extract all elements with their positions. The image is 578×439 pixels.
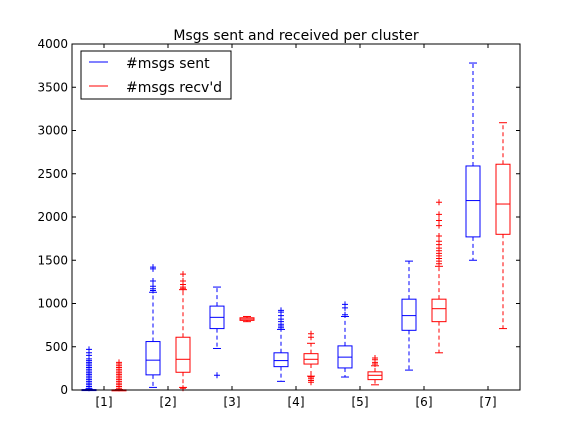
y-tick-label: 1000 [37, 297, 68, 311]
sent-box [465, 165, 481, 238]
recv-box [495, 163, 511, 235]
recv-flier [308, 330, 314, 337]
legend-recv-label: #msgs recv'd [126, 80, 222, 96]
sent-box-group [337, 301, 353, 378]
x-tick-label: [3] [224, 395, 241, 409]
axis-ticks: 0 500 1000 1500 2000 2500 3000 3500 4000 [1] [2] [3… [37, 37, 520, 409]
y-tick-label: 0 [60, 383, 68, 397]
recv-flier [436, 233, 442, 240]
sent-box [401, 298, 417, 331]
x-tick-label: [7] [480, 395, 497, 409]
y-tick-label: 3500 [37, 80, 68, 94]
y-tick-label: 4000 [37, 37, 68, 51]
recv-box-group [303, 330, 319, 386]
recv-box-group [431, 199, 447, 354]
legend-frame [80, 50, 232, 100]
recv-box-group [367, 354, 383, 386]
x-tick-label: [1] [96, 395, 113, 409]
recv-flier [180, 278, 186, 285]
y-tick-label: 2500 [37, 167, 68, 181]
y-tick-label: 1500 [37, 253, 68, 267]
recv-flier [436, 211, 442, 218]
sent-box [273, 352, 289, 368]
x-tick-label: [4] [288, 395, 305, 409]
recv-box-group [175, 271, 191, 392]
recv-flier [436, 199, 442, 206]
legend: #msgs sent #msgs recv'd [80, 50, 232, 100]
x-tick-label: [6] [416, 395, 433, 409]
recv-box [175, 336, 191, 373]
x-tick-label: [5] [352, 395, 369, 409]
sent-box-group [209, 286, 225, 379]
x-tick-label: [2] [160, 395, 177, 409]
y-tick-label: 2000 [37, 210, 68, 224]
sent-box-group [273, 307, 289, 382]
y-tick-label: 500 [45, 340, 68, 354]
chart-title: Msgs sent and received per cluster [173, 28, 419, 44]
sent-flier [86, 346, 92, 353]
sent-box-group [465, 62, 481, 261]
sent-box-group [81, 346, 97, 392]
sent-flier [150, 283, 156, 290]
recv-flier [436, 238, 442, 245]
sent-flier [342, 301, 348, 308]
sent-flier [150, 278, 156, 285]
y-tick-label: 3000 [37, 124, 68, 138]
recv-flier [116, 359, 122, 366]
recv-box-group [495, 122, 511, 330]
recv-flier [372, 354, 378, 361]
sent-box [145, 341, 161, 376]
recv-flier [436, 222, 442, 229]
sent-flier [342, 311, 348, 318]
recv-box-group [111, 359, 127, 392]
recv-flier [308, 374, 314, 381]
sent-flier [150, 264, 156, 271]
sent-flier [278, 307, 284, 314]
recv-flier [180, 271, 186, 278]
recv-box [431, 298, 447, 323]
recv-box-group [239, 315, 255, 323]
plot-marks [81, 62, 511, 392]
legend-sent-label: #msgs sent [126, 56, 210, 72]
recv-flier [436, 217, 442, 224]
sent-box-group [145, 264, 161, 388]
sent-box-group [401, 260, 417, 371]
sent-flier [214, 372, 220, 379]
